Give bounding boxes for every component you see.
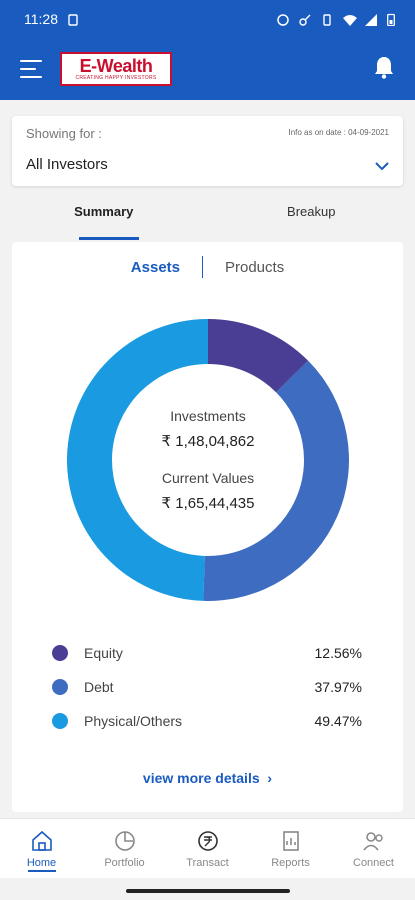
legend-dot-equity [52,645,68,661]
notification-icon [68,13,80,26]
subtab-products[interactable]: Products [225,258,285,276]
transact-icon [197,830,218,851]
portfolio-icon [114,830,135,851]
legend-dot-debt [52,679,68,695]
vibrate-icon [321,13,333,26]
donut-slice-physical-others [67,319,208,601]
legend-percent: 37.97% [314,679,362,695]
asset-product-toggle: Assets Products [12,256,403,278]
app-bar: E-Wealth CREATING HAPPY INVESTORS [0,38,415,100]
nav-portfolio[interactable]: Portfolio [83,819,166,878]
nav-label: Portfolio [104,856,145,869]
nav-transact[interactable]: Transact [166,819,249,878]
nav-label: Home [26,856,57,869]
nav-reports[interactable]: Reports [249,819,332,878]
legend-row-physical: Physical/Others 49.47% [52,704,362,738]
selected-investor: All Investors [26,156,108,173]
investments-value: ₹ 1,48,04,862 [161,433,255,450]
wifi-icon [343,13,357,26]
chevron-right-icon: › [263,770,273,786]
brand-logo: E-Wealth CREATING HAPPY INVESTORS [60,52,172,86]
hamburger-menu-icon[interactable] [20,60,42,78]
donut-center: Investments ₹ 1,48,04,862 Current Values… [67,319,349,601]
logo-tagline: CREATING HAPPY INVESTORS [75,75,157,81]
chevron-down-icon[interactable] [375,158,389,176]
investor-filter-dropdown[interactable]: Showing for : Info as on date : 04-09-20… [12,116,403,186]
bottom-navigation: Home Portfolio Transact Reports Connect [0,818,415,878]
status-time: 11:28 [24,11,58,27]
legend-row-debt: Debt 37.97% [52,670,362,704]
tab-breakup[interactable]: Breakup [287,204,336,219]
gesture-bar[interactable] [126,889,290,893]
reports-icon [282,830,299,851]
legend-row-equity: Equity 12.56% [52,636,362,670]
legend-dot-physical [52,713,68,729]
signal-icon [365,13,377,26]
subtab-divider [202,256,203,278]
investments-label: Investments [170,408,246,424]
legend-name: Equity [84,645,123,661]
showing-for-label: Showing for : [26,126,102,141]
home-icon [31,830,52,851]
subtab-assets[interactable]: Assets [130,258,180,276]
view-more-details-link[interactable]: view more details › [12,770,403,786]
nav-label: Reports [271,856,310,869]
status-bar: 11:28 [0,0,415,38]
battery-icon [387,13,399,27]
donut-slice-equity [208,319,309,393]
nav-label: Transact [186,856,229,869]
chart-legend: Equity 12.56% Debt 37.97% Physical/Other… [52,636,362,738]
connect-icon [362,831,383,851]
allocation-donut-chart [67,319,349,601]
legend-percent: 12.56% [314,645,362,661]
nav-connect[interactable]: Connect [332,819,415,878]
view-tabs: Summary Breakup [0,196,415,240]
summary-card: Assets Products Investments ₹ 1,48,04,86… [12,242,403,812]
gesture-area [0,878,415,900]
bell-icon[interactable] [373,55,395,84]
nav-home[interactable]: Home [0,819,83,878]
tab-summary[interactable]: Summary [0,196,208,240]
current-values-value: ₹ 1,65,44,435 [161,495,255,512]
alarm-icon [277,13,289,26]
key-icon [299,13,311,26]
logo-text: E-Wealth [79,56,153,76]
view-more-label: view more details [142,770,260,786]
info-date: Info as on date : 04-09-2021 [288,128,389,137]
nav-label: Connect [353,856,394,869]
status-icons [277,13,399,27]
donut-slice-debt [203,360,349,601]
legend-percent: 49.47% [314,713,362,729]
current-values-label: Current Values [161,470,255,486]
legend-name: Physical/Others [84,713,183,729]
legend-name: Debt [84,679,114,695]
